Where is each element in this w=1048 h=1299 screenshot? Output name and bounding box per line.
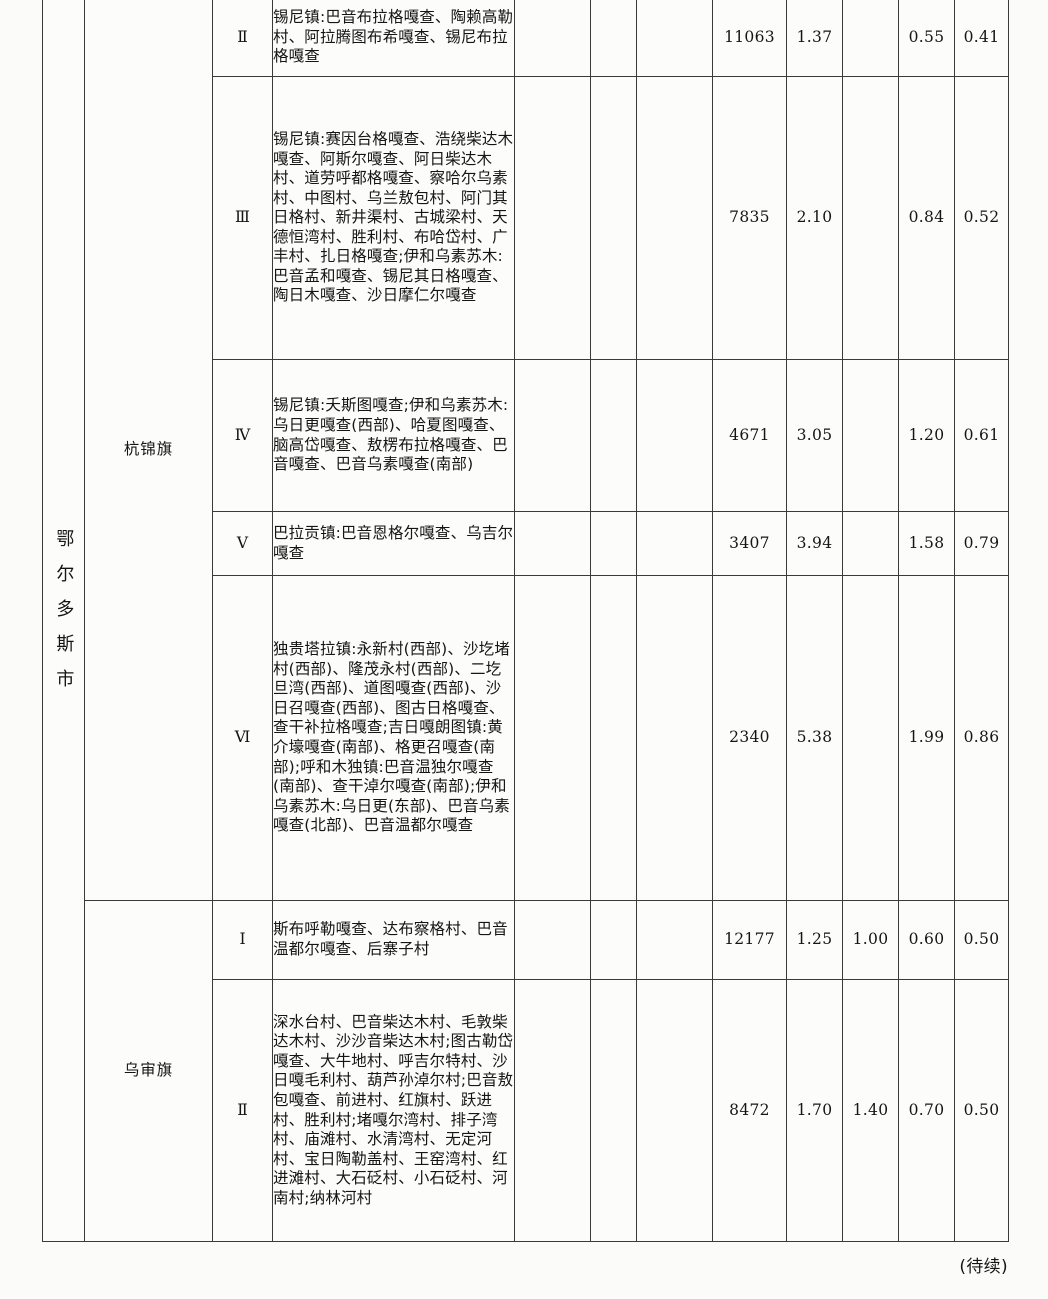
table-row: Ⅳ 锡尼镇:夭斯图嘎查;伊和乌素苏木:乌日更嘎查(西部)、哈夏图嘎查、脑高岱嘎查… [43,359,1009,512]
cell-level: Ⅱ [212,979,273,1242]
cell-value-1: 5.38 [786,575,843,901]
cell-value-3: 0.55 [898,0,955,77]
cell-value-4: 0.79 [954,511,1009,576]
cell-level: Ⅵ [212,575,273,901]
cell-blank-3 [636,979,713,1242]
cell-blank-3 [636,359,713,512]
cell-villages: 锡尼镇:赛因台格嘎查、浩绕柴达木嘎查、阿斯尔嘎查、阿日柴达木村、道劳呼都格嘎查、… [272,76,515,360]
cell-value-3: 1.58 [898,511,955,576]
cell-blank-3 [636,0,713,77]
cell-population: 12177 [712,900,787,980]
cell-value-1: 1.25 [786,900,843,980]
cell-value-3: 1.99 [898,575,955,901]
cell-population: 3407 [712,511,787,576]
cell-banner-hangjinqi: 杭锦旗 [84,0,213,901]
cell-value-4: 0.86 [954,575,1009,901]
cell-blank-1 [514,900,591,980]
cell-blank-3 [636,76,713,360]
table-row: 鄂尔多斯市 杭锦旗 Ⅱ 锡尼镇:巴音布拉格嘎查、陶赖高勒村、阿拉腾图布希嘎查、锡… [42,0,1009,1242]
cell-population: 8472 [712,979,787,1242]
cell-value-4: 0.41 [954,0,1009,77]
cell-value-4: 0.50 [954,979,1009,1242]
cell-villages: 独贵塔拉镇:永新村(西部)、沙圪堵村(西部)、隆茂永村(西部)、二圪旦湾(西部)… [272,575,515,901]
cell-blank-2 [590,900,637,980]
cell-value-4: 0.50 [954,900,1009,980]
cell-value-2 [842,511,899,576]
cell-blank-1 [514,0,591,77]
table-row: 乌审旗 Ⅰ 斯布呼勒嘎查、达布察格村、巴音温都尔嘎查、后寨子村 12177 1.… [43,900,1009,1242]
cell-blank-1 [514,511,591,576]
cell-population: 7835 [712,76,787,360]
cell-blank-2 [590,76,637,360]
cell-value-2: 1.00 [842,900,899,980]
cell-blank-2 [590,511,637,576]
cell-level: Ⅳ [212,359,273,512]
cell-value-2 [842,575,899,901]
cell-banner-wushenqi: 乌审旗 [84,900,213,1242]
cell-population: 2340 [712,575,787,901]
cell-blank-3 [636,900,713,980]
cell-population: 11063 [712,0,787,77]
cell-value-1: 2.10 [786,76,843,360]
cell-level: Ⅲ [212,76,273,360]
cell-blank-1 [514,359,591,512]
data-table: 鄂尔多斯市 杭锦旗 Ⅱ 锡尼镇:巴音布拉格嘎查、陶赖高勒村、阿拉腾图布希嘎查、锡… [42,0,1009,1242]
cell-value-1: 3.94 [786,511,843,576]
cell-level: Ⅰ [212,900,273,980]
cell-level: Ⅴ [212,511,273,576]
cell-value-2 [842,359,899,512]
cell-villages: 巴拉贡镇:巴音恩格尔嘎查、乌吉尔嘎查 [272,511,515,576]
cell-blank-1 [514,76,591,360]
cell-villages: 锡尼镇:夭斯图嘎查;伊和乌素苏木:乌日更嘎查(西部)、哈夏图嘎查、脑高岱嘎查、敖… [272,359,515,512]
cell-blank-3 [636,511,713,576]
cell-value-2 [842,0,899,77]
cell-value-4: 0.61 [954,359,1009,512]
cell-villages: 斯布呼勒嘎查、达布察格村、巴音温都尔嘎查、后寨子村 [272,900,515,980]
table-row: Ⅵ 独贵塔拉镇:永新村(西部)、沙圪堵村(西部)、隆茂永村(西部)、二圪旦湾(西… [43,575,1009,901]
table-row: Ⅴ 巴拉贡镇:巴音恩格尔嘎查、乌吉尔嘎查 3407 3.94 1.58 0.79 [43,511,1009,576]
cell-blank-2 [590,0,637,77]
cell-value-1: 1.37 [786,0,843,77]
cell-blank-2 [590,359,637,512]
cell-value-3: 0.84 [898,76,955,360]
cell-value-3: 1.20 [898,359,955,512]
cell-blank-3 [636,575,713,901]
cell-value-2 [842,76,899,360]
cell-value-3: 0.60 [898,900,955,980]
city-label: 鄂尔多斯市 [53,529,75,705]
cell-blank-1 [514,979,591,1242]
table-container: 鄂尔多斯市 杭锦旗 Ⅱ 锡尼镇:巴音布拉格嘎查、陶赖高勒村、阿拉腾图布希嘎查、锡… [42,0,1009,1242]
cell-level: Ⅱ [212,0,273,77]
continued-note: (待续) [959,1257,1008,1277]
cell-blank-2 [590,979,637,1242]
cell-value-1: 1.70 [786,979,843,1242]
cell-blank-1 [514,575,591,901]
cell-city: 鄂尔多斯市 [42,0,85,1242]
table-row: Ⅱ 深水台村、巴音柴达木村、毛敦柴达木村、沙沙音柴达木村;图古勒岱嘎查、大牛地村… [43,979,1009,1242]
table-row: Ⅲ 锡尼镇:赛因台格嘎查、浩绕柴达木嘎查、阿斯尔嘎查、阿日柴达木村、道劳呼都格嘎… [43,76,1009,360]
cell-value-2: 1.40 [842,979,899,1242]
cell-value-1: 3.05 [786,359,843,512]
cell-value-4: 0.52 [954,76,1009,360]
cell-value-3: 0.70 [898,979,955,1242]
cell-villages: 深水台村、巴音柴达木村、毛敦柴达木村、沙沙音柴达木村;图古勒岱嘎查、大牛地村、呼… [272,979,515,1242]
cell-population: 4671 [712,359,787,512]
cell-villages: 锡尼镇:巴音布拉格嘎查、陶赖高勒村、阿拉腾图布希嘎查、锡尼布拉格嘎查 [272,0,515,77]
cell-blank-2 [590,575,637,901]
